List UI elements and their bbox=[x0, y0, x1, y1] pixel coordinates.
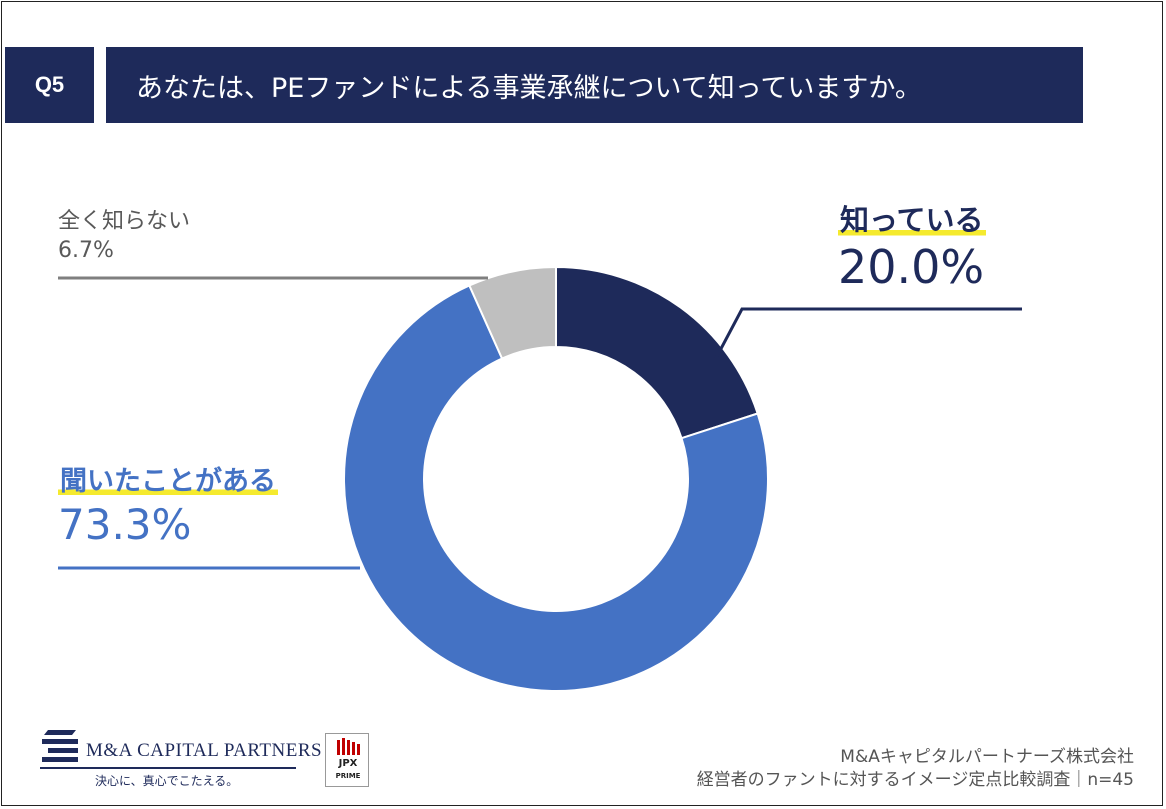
footer-survey: 経営者のファントに対するイメージ定点比較調査｜n=45 bbox=[696, 770, 1134, 790]
slice-label-heard: 聞いたことがある bbox=[58, 459, 278, 498]
slice-value-dontknow: 6.7% bbox=[58, 238, 114, 263]
question-title-bar: あなたは、PEファンドによる事業承継について知っていますか。 bbox=[106, 47, 1083, 123]
slice-dontknow bbox=[468, 265, 557, 360]
donut-slices bbox=[343, 265, 769, 692]
question-text: あなたは、PEファンドによる事業承継について知っていますか。 bbox=[136, 72, 922, 104]
jpx-text: JPX bbox=[338, 758, 358, 769]
slice-heard bbox=[343, 284, 769, 692]
slice-label-dontknow: 全く知らない bbox=[58, 209, 191, 234]
slice-label-know: 知っている bbox=[838, 197, 986, 239]
company-logo-text: M&A CAPITAL PARTNERS bbox=[86, 740, 323, 761]
footer-company: M&Aキャピタルパートナーズ株式会社 bbox=[840, 747, 1134, 767]
slice-value-heard: 73.3% bbox=[58, 500, 192, 549]
logo-divider bbox=[40, 767, 296, 769]
company-tagline: 決心に、真心でこたえる。 bbox=[95, 774, 239, 788]
leader-lines bbox=[58, 276, 1022, 570]
question-number: Q5 bbox=[34, 72, 65, 97]
leader-line-know bbox=[713, 307, 1022, 361]
jpx-prime-logo: JPX PRIME bbox=[325, 733, 369, 787]
question-number-badge: Q5 bbox=[5, 47, 94, 123]
jpx-mark-icon bbox=[337, 738, 360, 755]
company-logo-icon bbox=[42, 730, 78, 762]
slice-value-know: 20.0% bbox=[838, 240, 985, 294]
slice-know bbox=[555, 265, 759, 440]
prime-text: PRIME bbox=[335, 772, 361, 780]
